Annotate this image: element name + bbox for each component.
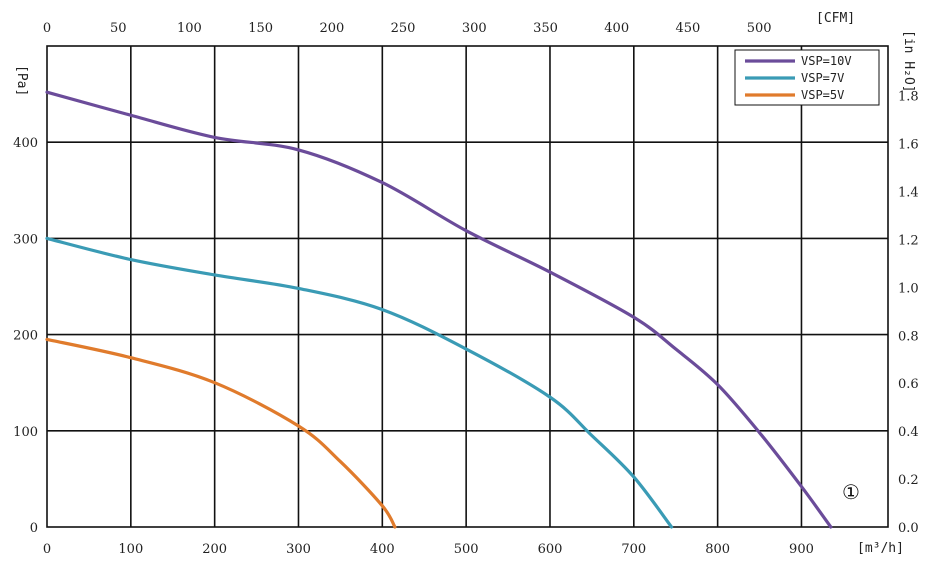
grid-lines xyxy=(47,46,888,527)
series-line-vsp-7v xyxy=(45,236,674,529)
y2-tick-label: 1.6 xyxy=(898,138,919,153)
y2-axis-unit: [in H₂O] xyxy=(901,30,916,93)
x-tick-label: 900 xyxy=(789,542,814,557)
y2-tick-label: 0.2 xyxy=(898,473,919,488)
series-line-vsp-10v xyxy=(45,90,833,529)
y-axis-unit: [Pa] xyxy=(14,65,29,96)
x2-tick-label: 50 xyxy=(110,21,127,36)
legend-label: VSP=5V xyxy=(801,88,844,102)
x-tick-label: 600 xyxy=(538,542,563,557)
x2-tick-label: 400 xyxy=(604,21,629,36)
x2-axis-ticks: 0 50 100 150 200 250 300 350 400 450 500 xyxy=(43,21,772,36)
annotation-marker: ① xyxy=(842,480,860,504)
x-tick-label: 500 xyxy=(454,542,479,557)
x2-axis-unit: [CFM] xyxy=(816,11,855,26)
x2-tick-label: 450 xyxy=(676,21,701,36)
y2-tick-label: 1.4 xyxy=(898,186,919,201)
x-tick-label: 200 xyxy=(202,542,227,557)
legend-label: VSP=7V xyxy=(801,71,844,85)
y2-tick-label: 0.4 xyxy=(898,425,919,440)
y-tick-label: 300 xyxy=(13,232,38,247)
x-tick-label: 0 xyxy=(43,542,51,557)
y-tick-label: 200 xyxy=(13,329,38,344)
x-tick-label: 100 xyxy=(118,542,143,557)
x-tick-label: 400 xyxy=(370,542,395,557)
x2-tick-label: 100 xyxy=(177,21,202,36)
y2-tick-label: 0.6 xyxy=(898,377,919,392)
x2-tick-label: 150 xyxy=(248,21,273,36)
x-axis-unit: [m³/h] xyxy=(857,541,904,556)
y2-tick-label: 0.0 xyxy=(898,521,919,536)
x-tick-label: 300 xyxy=(286,542,311,557)
x2-tick-label: 250 xyxy=(391,21,416,36)
y-tick-label: 0 xyxy=(30,521,38,536)
series-line-vsp-5v xyxy=(45,337,397,529)
y-axis-ticks: 0 100 200 300 400 xyxy=(13,136,38,536)
x-tick-label: 800 xyxy=(705,542,730,557)
y-tick-label: 100 xyxy=(13,425,38,440)
x-tick-label: 700 xyxy=(621,542,646,557)
x2-tick-label: 350 xyxy=(533,21,558,36)
x2-tick-label: 200 xyxy=(319,21,344,36)
x2-tick-label: 500 xyxy=(747,21,772,36)
legend: VSP=10V VSP=7V VSP=5V xyxy=(734,49,880,106)
y2-tick-label: 1.2 xyxy=(898,233,919,248)
series-lines xyxy=(45,90,833,529)
plot-frame xyxy=(46,45,889,528)
x-axis-ticks: 0 100 200 300 400 500 600 700 800 900 xyxy=(43,542,814,557)
x2-tick-label: 300 xyxy=(462,21,487,36)
y2-axis-ticks: 0.0 0.2 0.4 0.6 0.8 1.0 1.2 1.4 1.6 1.8 xyxy=(898,90,919,536)
x2-tick-label: 0 xyxy=(43,21,51,36)
y2-tick-label: 1.0 xyxy=(898,281,919,296)
y2-tick-label: 1.8 xyxy=(898,90,919,105)
y2-tick-label: 0.8 xyxy=(898,329,919,344)
legend-label: VSP=10V xyxy=(801,54,852,68)
y-tick-label: 400 xyxy=(13,136,38,151)
